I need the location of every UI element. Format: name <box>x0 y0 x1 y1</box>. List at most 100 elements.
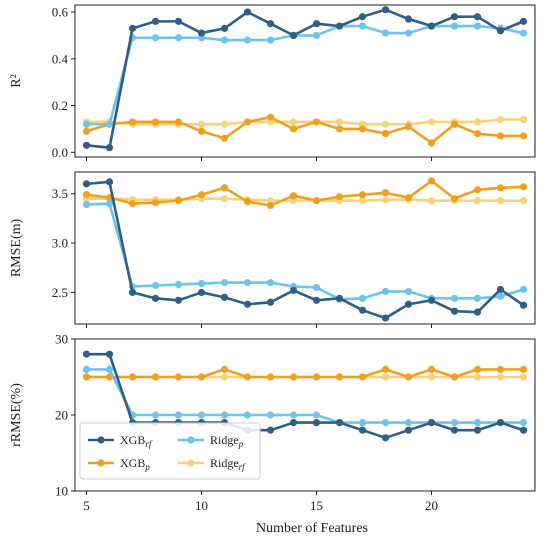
data-point <box>381 196 390 204</box>
data-point <box>128 199 137 208</box>
data-point <box>289 192 298 200</box>
data-point <box>404 287 413 296</box>
data-point <box>496 27 505 35</box>
data-point <box>312 283 321 292</box>
data-point <box>496 419 505 427</box>
data-point <box>473 308 482 316</box>
data-point <box>335 294 344 302</box>
legend-entry-xgb_p: XGBp <box>88 456 150 472</box>
data-point <box>105 365 114 373</box>
data-point <box>496 184 505 192</box>
data-point <box>427 118 436 126</box>
data-point <box>450 373 459 381</box>
data-point <box>266 36 275 44</box>
data-point <box>427 22 436 30</box>
data-point <box>312 197 321 205</box>
data-point <box>450 307 459 315</box>
data-point <box>519 183 528 191</box>
data-point <box>220 24 229 32</box>
y-tick-label: 0.4 <box>52 51 69 66</box>
series-ridge_p <box>82 199 528 303</box>
data-point <box>404 426 413 434</box>
series-line <box>86 368 524 424</box>
series-line <box>86 115 524 145</box>
data-point <box>105 178 114 186</box>
data-point <box>335 118 344 126</box>
data-point <box>220 134 229 142</box>
data-point <box>266 411 275 419</box>
data-point <box>197 191 206 199</box>
data-point <box>404 419 413 427</box>
data-point <box>427 419 436 427</box>
legend-marker <box>97 459 105 467</box>
data-point <box>496 197 505 205</box>
data-point <box>243 8 252 16</box>
data-point <box>335 419 344 427</box>
data-point <box>519 285 528 294</box>
series-xgb_rf <box>82 6 528 152</box>
data-point <box>174 373 183 381</box>
legend-box <box>79 422 261 480</box>
series-line <box>86 180 525 320</box>
data-point <box>312 296 321 304</box>
data-point <box>312 31 321 39</box>
data-point <box>473 186 482 194</box>
data-point <box>243 278 252 287</box>
series-line <box>86 118 524 126</box>
data-point <box>266 298 275 306</box>
data-point <box>128 288 137 297</box>
data-point <box>473 13 482 21</box>
x-axis-label: Number of Features <box>256 521 368 536</box>
series-xgb_p <box>82 177 528 210</box>
data-point <box>82 350 91 358</box>
y-tick-label: 10 <box>55 484 68 499</box>
data-point <box>220 195 229 203</box>
data-point <box>243 411 252 419</box>
data-point <box>82 120 91 128</box>
data-point <box>220 365 229 373</box>
data-point <box>496 292 505 300</box>
data-point <box>450 195 459 203</box>
data-point <box>450 294 459 302</box>
data-point <box>197 279 206 288</box>
data-point <box>105 144 114 152</box>
y-tick-label: 3.0 <box>52 236 68 251</box>
series-line <box>86 202 524 301</box>
data-point <box>496 285 505 294</box>
legend-label: XGBp <box>120 456 150 472</box>
data-point <box>519 373 528 381</box>
data-point <box>128 373 137 381</box>
data-point <box>450 13 459 21</box>
data-point <box>82 191 91 199</box>
data-point <box>312 373 321 381</box>
data-point <box>427 177 436 185</box>
data-point <box>427 197 436 205</box>
plot-frame <box>74 171 536 325</box>
data-point <box>519 17 528 25</box>
data-point <box>266 201 275 210</box>
data-point <box>82 373 91 381</box>
data-point <box>82 365 91 373</box>
legend-entry-ridge_p: Ridgep <box>178 433 244 449</box>
data-point <box>220 411 229 419</box>
data-point <box>312 20 321 28</box>
data-point <box>496 115 505 124</box>
data-point <box>289 125 298 133</box>
data-point <box>335 125 344 133</box>
data-point <box>519 132 528 140</box>
data-point <box>82 141 91 149</box>
series-line <box>86 179 524 207</box>
data-point <box>381 434 390 442</box>
data-point <box>358 306 367 314</box>
data-point <box>496 132 505 140</box>
x-tick-label: 20 <box>425 498 438 513</box>
data-point <box>174 411 183 419</box>
y-tick-label: 0.0 <box>52 145 68 160</box>
data-point <box>427 365 436 373</box>
x-tick-label: 5 <box>83 498 90 513</box>
series-ridge_p <box>82 22 528 128</box>
data-point <box>358 197 367 205</box>
data-point <box>519 197 528 205</box>
data-point <box>151 34 160 42</box>
data-point <box>243 373 252 381</box>
